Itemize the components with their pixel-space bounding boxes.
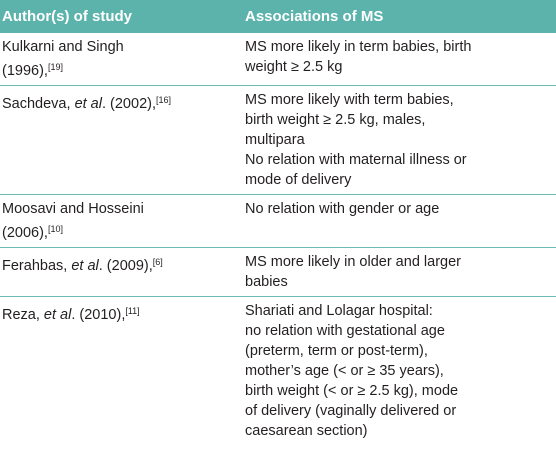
text-run: (2006), bbox=[2, 225, 48, 241]
text-line: babies bbox=[245, 272, 554, 292]
text-line: Reza, et al. (2010),[11] bbox=[2, 301, 241, 325]
text-run: birth weight ≥ 2.5 kg, males, bbox=[245, 112, 426, 128]
text-run: No relation with gender or age bbox=[245, 201, 440, 217]
table-cell: Shariati and Lolagar hospital: no relatio… bbox=[243, 297, 556, 445]
header-row: Author(s) of study Associations of MS bbox=[0, 0, 556, 33]
text-run: No relation with maternal illness or bbox=[245, 152, 467, 168]
text-run: . (2009), bbox=[98, 258, 153, 274]
text-run: weight ≥ 2.5 kg bbox=[245, 59, 343, 75]
table-cell: Moosavi and Hosseini (2006),[10] bbox=[0, 195, 243, 247]
text-run: (preterm, term or post-term), bbox=[245, 343, 428, 359]
text-run: mother’s age (< or ≥ 35 years), bbox=[245, 363, 444, 379]
text-run: no relation with gestational age bbox=[245, 323, 445, 339]
text-run: MS more likely in term babies, birth bbox=[245, 39, 472, 55]
text-line: mother’s age (< or ≥ 35 years), bbox=[245, 361, 554, 381]
text-run: of delivery (vaginally delivered or bbox=[245, 403, 457, 419]
text-run: Reza, bbox=[2, 307, 44, 323]
text-run: babies bbox=[245, 274, 288, 290]
table-row: Ferahbas, et al. (2009),[6] MS more likel… bbox=[0, 248, 556, 297]
text-run: . (2002), bbox=[101, 96, 156, 112]
table-cell: MS more likely in older and larger babies bbox=[243, 248, 556, 296]
text-run: Shariati and Lolagar hospital: bbox=[245, 303, 433, 319]
text-run: MS more likely with term babies, bbox=[245, 92, 454, 108]
header-cell: Author(s) of study bbox=[2, 8, 132, 25]
text-run: et al bbox=[43, 307, 72, 323]
text-run: birth weight (< or ≥ 2.5 kg), mode bbox=[245, 383, 459, 399]
text-line: Kulkarni and Singh bbox=[2, 37, 241, 57]
text-line: weight ≥ 2.5 kg bbox=[245, 57, 554, 77]
text-line: No relation with gender or age bbox=[245, 199, 554, 219]
table-row: Reza, et al. (2010),[11] Shariati and Lol… bbox=[0, 297, 556, 445]
text-run: mode of delivery bbox=[245, 172, 352, 188]
text-line: birth weight (< or ≥ 2.5 kg), mode bbox=[245, 381, 554, 401]
table-cell: Kulkarni and Singh (1996),[19] bbox=[0, 33, 243, 85]
citation: [6] bbox=[152, 257, 163, 267]
text-run: Moosavi and Hosseini bbox=[2, 201, 144, 217]
text-run: et al bbox=[71, 258, 99, 274]
table-cell: Reza, et al. (2010),[11] bbox=[0, 297, 243, 445]
text-run: Ferahbas, bbox=[2, 258, 72, 274]
text-run: multipara bbox=[245, 132, 305, 148]
text-run: (1996), bbox=[2, 63, 48, 79]
text-run: caesarean section) bbox=[245, 423, 368, 439]
text-line: birth weight ≥ 2.5 kg, males, bbox=[245, 110, 554, 130]
text-line: MS more likely in older and larger bbox=[245, 252, 554, 272]
text-line: Sachdeva, et al. (2002),[16] bbox=[2, 90, 241, 114]
text-run: MS more likely in older and larger bbox=[245, 254, 461, 270]
citation: [19] bbox=[47, 62, 63, 72]
text-line: (1996),[19] bbox=[2, 57, 241, 81]
text-line: caesarean section) bbox=[245, 421, 554, 441]
text-run: . (2010), bbox=[71, 307, 126, 323]
table-cell: Sachdeva, et al. (2002),[16] bbox=[0, 86, 243, 194]
table-row: Moosavi and Hosseini (2006),[10] No relati… bbox=[0, 195, 556, 248]
table-cell: MS more likely with term babies, birth we… bbox=[243, 86, 556, 194]
text-line: Ferahbas, et al. (2009),[6] bbox=[2, 252, 241, 276]
text-line: multipara bbox=[245, 130, 554, 150]
text-run: Sachdeva, bbox=[2, 96, 75, 112]
text-line: mode of delivery bbox=[245, 170, 554, 190]
table-cell: Ferahbas, et al. (2009),[6] bbox=[0, 248, 243, 296]
text-line: MS more likely in term babies, birth bbox=[245, 37, 554, 57]
text-line: of delivery (vaginally delivered or bbox=[245, 401, 554, 421]
citation: [10] bbox=[47, 224, 63, 234]
text-line: (2006),[10] bbox=[2, 219, 241, 243]
table-row: Kulkarni and Singh (1996),[19] MS more lik… bbox=[0, 33, 556, 86]
citation: [11] bbox=[125, 306, 140, 316]
text-line: Moosavi and Hosseini bbox=[2, 199, 241, 219]
text-line: no relation with gestational age bbox=[245, 321, 554, 341]
text-line: No relation with maternal illness or bbox=[245, 150, 554, 170]
table-cell: MS more likely in term babies, birth weig… bbox=[243, 33, 556, 85]
table-cell: No relation with gender or age bbox=[243, 195, 556, 247]
text-line: (preterm, term or post-term), bbox=[245, 341, 554, 361]
text-run: et al bbox=[74, 96, 102, 112]
citation: [16] bbox=[155, 95, 171, 105]
header-cell: Associations of MS bbox=[245, 8, 384, 25]
text-line: Shariati and Lolagar hospital: bbox=[245, 301, 554, 321]
table-row: Sachdeva, et al. (2002),[16] MS more like… bbox=[0, 86, 556, 195]
text-line: MS more likely with term babies, bbox=[245, 90, 554, 110]
text-run: Kulkarni and Singh bbox=[2, 39, 124, 55]
